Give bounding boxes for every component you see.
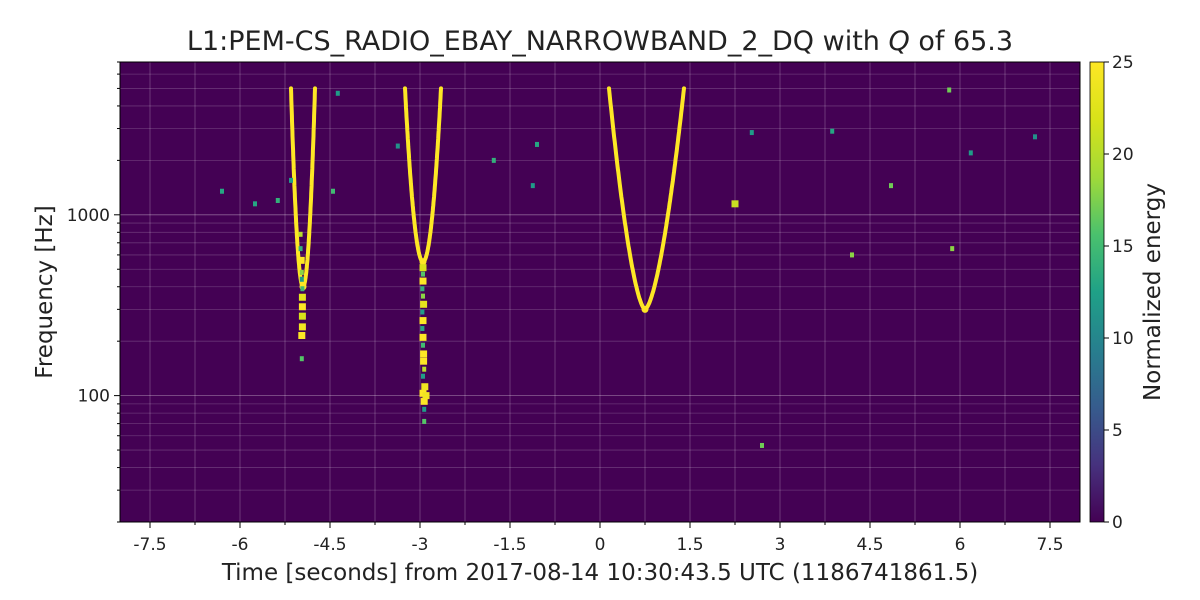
energy-tile bbox=[298, 312, 306, 320]
energy-tile bbox=[422, 418, 427, 424]
energy-tile bbox=[335, 90, 340, 96]
energy-tile bbox=[421, 373, 425, 379]
colorbar-tick-label: 15 bbox=[1112, 237, 1134, 257]
energy-tile bbox=[297, 256, 305, 264]
energy-tile bbox=[331, 188, 335, 194]
chirp-minimum bbox=[419, 258, 427, 266]
x-tick-label: -3 bbox=[412, 535, 429, 555]
y-axis-ticks: 100 1000 bbox=[67, 61, 120, 523]
colorbar-tick-label: 20 bbox=[1112, 145, 1134, 165]
energy-tile bbox=[422, 392, 430, 400]
energy-tile bbox=[850, 252, 854, 258]
energy-tile bbox=[830, 128, 835, 134]
energy-tile bbox=[420, 357, 428, 365]
x-tick-label: 0 bbox=[595, 535, 606, 555]
chart-title-channel: L1:PEM-CS_RADIO_EBAY_NARROWBAND_2_DQ wit… bbox=[186, 26, 889, 57]
energy-tile bbox=[298, 231, 303, 237]
colorbar-tick-label: 25 bbox=[1112, 53, 1134, 73]
plot-area bbox=[120, 62, 1080, 522]
energy-tile bbox=[491, 157, 496, 163]
colorbar-tick-label: 5 bbox=[1112, 421, 1123, 441]
x-tick-label: 6 bbox=[955, 535, 966, 555]
energy-tile bbox=[422, 366, 427, 372]
energy-tile bbox=[300, 286, 305, 292]
chirp-track-right bbox=[421, 86, 443, 264]
energy-tile bbox=[299, 356, 304, 362]
x-axis-ticks: -7.5 -6 -4.5 -3 -1.5 0 1.5 3 4.5 6 7.5 bbox=[133, 522, 1064, 555]
energy-tile bbox=[947, 87, 952, 93]
energy-tile bbox=[298, 303, 306, 311]
x-tick-label: 1.5 bbox=[676, 535, 703, 555]
energy-tile bbox=[535, 141, 539, 147]
y-axis-label: Frequency [Hz] bbox=[32, 205, 58, 378]
colorbar-ticks: 0 5 10 15 20 25 bbox=[1104, 53, 1134, 533]
chirp-track-right bbox=[643, 86, 686, 312]
energy-tile bbox=[220, 188, 224, 194]
chart-title-q-symbol: Q bbox=[888, 26, 910, 57]
x-tick-label: 7.5 bbox=[1036, 535, 1063, 555]
energy-tile bbox=[298, 246, 303, 252]
energy-tile bbox=[420, 326, 425, 332]
energy-tile bbox=[419, 277, 427, 285]
energy-tile bbox=[421, 383, 429, 391]
energy-tile bbox=[749, 130, 754, 136]
energy-tile bbox=[421, 293, 425, 299]
energy-tile bbox=[419, 317, 427, 325]
chart-title: L1:PEM-CS_RADIO_EBAY_NARROWBAND_2_DQ wit… bbox=[120, 22, 1080, 62]
colorbar-tick-label: 0 bbox=[1112, 513, 1123, 533]
x-tick-label: -7.5 bbox=[133, 535, 166, 555]
energy-tile bbox=[275, 197, 280, 203]
energy-tile bbox=[422, 406, 427, 412]
x-tick-label: -4.5 bbox=[313, 535, 346, 555]
colorbar-tick-label: 10 bbox=[1112, 329, 1134, 349]
y-tick-label: 100 bbox=[78, 387, 110, 407]
x-tick-label: -6 bbox=[232, 535, 249, 555]
energy-tile bbox=[299, 269, 304, 275]
energy-tile bbox=[298, 323, 306, 331]
energy-tile bbox=[1033, 134, 1037, 140]
data-layer bbox=[220, 86, 1037, 448]
energy-tile bbox=[760, 442, 764, 448]
colorbar bbox=[1089, 61, 1105, 523]
energy-tile bbox=[420, 309, 425, 315]
energy-tile bbox=[298, 332, 306, 340]
energy-tile bbox=[298, 293, 306, 301]
energy-tile bbox=[731, 200, 739, 208]
energy-tile bbox=[421, 342, 425, 348]
energy-tile bbox=[253, 201, 257, 207]
energy-tile bbox=[420, 350, 428, 358]
chirp-track-left bbox=[403, 86, 425, 264]
energy-tile bbox=[299, 276, 304, 282]
energy-tile bbox=[420, 300, 428, 308]
chirp-minimum bbox=[641, 305, 649, 313]
energy-tile bbox=[889, 183, 893, 189]
chirp-track-left bbox=[607, 86, 647, 312]
energy-tile bbox=[421, 271, 425, 277]
energy-tile bbox=[419, 264, 427, 272]
energy-tile bbox=[968, 150, 973, 156]
chart-title-q-value: of 65.3 bbox=[909, 26, 1014, 57]
x-tick-label: 4.5 bbox=[856, 535, 883, 555]
y-tick-label: 1000 bbox=[67, 206, 110, 226]
grid-lines bbox=[120, 61, 1080, 523]
x-axis-label: Time [seconds] from 2017-08-14 10:30:43.… bbox=[221, 560, 978, 586]
energy-tile bbox=[395, 143, 400, 149]
energy-tile bbox=[419, 333, 427, 341]
energy-tile bbox=[420, 286, 425, 292]
x-tick-label: 3 bbox=[775, 535, 786, 555]
x-tick-label: -1.5 bbox=[493, 535, 526, 555]
energy-tile bbox=[950, 246, 955, 252]
energy-tile bbox=[530, 183, 535, 189]
energy-tile bbox=[289, 177, 293, 183]
energy-tile bbox=[420, 397, 428, 405]
colorbar-label: Normalized energy bbox=[1140, 183, 1166, 401]
chirp-track-right bbox=[301, 86, 317, 289]
